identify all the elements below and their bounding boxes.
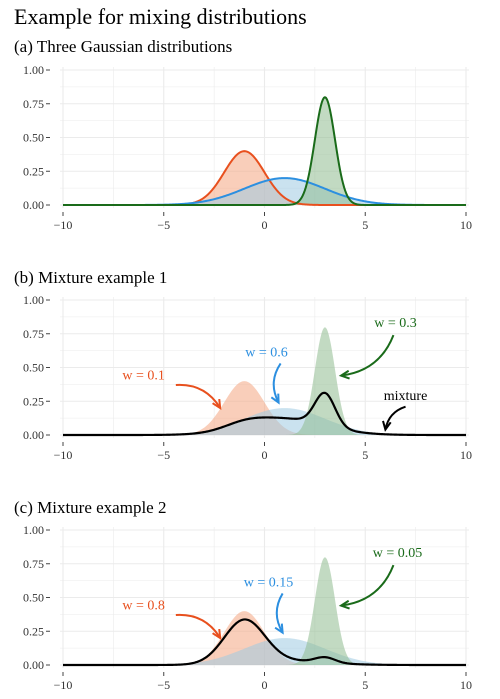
- x-tick-label: 0: [262, 678, 268, 692]
- panel-c-subtitle: (c) Mixture example 2: [14, 498, 167, 517]
- x-tick-label: 10: [460, 678, 472, 692]
- panel-b-subtitle: (b) Mixture example 1: [14, 268, 168, 287]
- y-tick-label: 0.75: [23, 557, 44, 571]
- figure-title: Example for mixing distributions: [14, 4, 307, 29]
- annotation-arrow: [340, 334, 395, 377]
- x-tick-label: 5: [362, 678, 368, 692]
- y-tick-label: 0.25: [23, 164, 44, 178]
- density-area-blue: [63, 408, 466, 435]
- density-areas: [63, 557, 466, 665]
- density-area-blue: [63, 638, 466, 665]
- y-tick-label: 1.00: [23, 293, 44, 307]
- annotation-arrowhead: [338, 369, 350, 380]
- density-area-red: [63, 151, 466, 205]
- annotation-label: w = 0.8: [122, 599, 165, 614]
- annotation-arrowhead: [274, 623, 284, 635]
- density-area-red: [63, 381, 466, 435]
- annotation-label: w = 0.1: [122, 369, 165, 384]
- mixture-line: [63, 618, 466, 667]
- x-tick-label: 0: [262, 218, 268, 232]
- x-tick-label: 10: [460, 218, 472, 232]
- annotation-arrowhead: [382, 420, 392, 432]
- x-tick-label: −10: [54, 678, 73, 692]
- x-tick-label: −5: [157, 218, 170, 232]
- annotation-arrow: [272, 362, 282, 404]
- density-lines: [63, 391, 466, 437]
- density-areas: [63, 327, 466, 435]
- density-areas: [63, 97, 466, 205]
- annotation-label: w = 0.05: [373, 546, 423, 561]
- y-tick-label: 0.50: [23, 361, 44, 375]
- annotation-arrow: [275, 592, 284, 634]
- mixture-line: [63, 391, 466, 437]
- annotation-arrowhead: [212, 628, 222, 640]
- annotation-label: mixture: [384, 389, 428, 404]
- y-tick-label: 0.00: [23, 658, 44, 672]
- y-tick-label: 0.25: [23, 394, 44, 408]
- density-area-red: [63, 611, 466, 665]
- panel-0: 0.00 0.25 0.50 0.75 1.00 −10 −5 0 5 10: [23, 63, 472, 232]
- panel-a-subtitle: (a) Three Gaussian distributions: [14, 37, 233, 56]
- annotation-arrowhead: [270, 393, 280, 405]
- x-tick-label: −10: [54, 218, 73, 232]
- x-tick-label: 10: [460, 448, 472, 462]
- y-tick-label: 0.50: [23, 131, 44, 145]
- x-tick-label: −5: [157, 678, 170, 692]
- annotation-label: w = 0.6: [245, 346, 288, 361]
- y-tick-label: 0.25: [23, 624, 44, 638]
- x-tick-label: 5: [362, 218, 368, 232]
- density-line-green: [63, 96, 466, 206]
- density-lines: [63, 96, 466, 206]
- annotation-label: w = 0.15: [244, 576, 294, 591]
- panel-2: 0.00 0.25 0.50 0.75 1.00 −10 −5 0 5 10 w = 0.8 w = …: [23, 523, 472, 692]
- density-lines: [63, 618, 466, 667]
- y-tick-label: 0.50: [23, 591, 44, 605]
- annotation-arrowhead: [212, 398, 222, 410]
- panel-1: 0.00 0.25 0.50 0.75 1.00 −10 −5 0 5 10 w = 0.1 w = …: [23, 293, 472, 462]
- annotation-arrow: [384, 405, 406, 430]
- density-area-blue: [63, 178, 466, 205]
- annotation-arrow: [175, 384, 222, 409]
- annotation-label: w = 0.3: [374, 316, 417, 331]
- y-tick-label: 1.00: [23, 63, 44, 77]
- x-tick-label: 0: [262, 448, 268, 462]
- y-tick-label: 0.75: [23, 327, 44, 341]
- y-tick-label: 0.00: [23, 198, 44, 212]
- annotation-arrow: [175, 614, 222, 639]
- x-tick-label: −10: [54, 448, 73, 462]
- y-tick-label: 0.00: [23, 428, 44, 442]
- y-tick-label: 1.00: [23, 523, 44, 537]
- annotation-arrowhead: [338, 599, 350, 610]
- x-tick-label: 5: [362, 448, 368, 462]
- y-tick-label: 0.75: [23, 97, 44, 111]
- annotation-arrow: [340, 564, 395, 607]
- x-tick-label: −5: [157, 448, 170, 462]
